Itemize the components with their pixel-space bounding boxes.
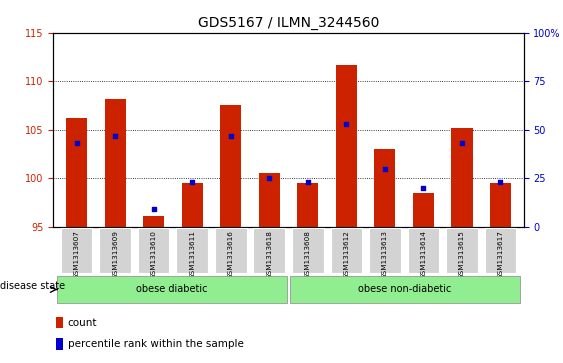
Bar [413,193,434,227]
Text: GSM1313614: GSM1313614 [421,230,426,278]
FancyBboxPatch shape [291,276,520,303]
Text: GSM1313607: GSM1313607 [74,230,79,278]
Bar [56,338,64,350]
Point [72,140,81,146]
FancyBboxPatch shape [61,228,92,273]
Bar [490,183,511,227]
Point [342,121,351,127]
Point [226,133,235,139]
Text: obese diabetic: obese diabetic [136,284,208,294]
Bar [56,317,64,329]
Bar [452,128,472,227]
Text: GSM1313612: GSM1313612 [343,230,349,278]
Text: GSM1313610: GSM1313610 [151,230,157,278]
Point [149,207,158,212]
FancyBboxPatch shape [292,228,324,273]
FancyBboxPatch shape [57,276,287,303]
Bar [258,174,280,227]
Point [111,133,120,139]
FancyBboxPatch shape [408,228,439,273]
FancyBboxPatch shape [215,228,247,273]
Point [187,179,196,185]
Point [419,185,428,191]
FancyBboxPatch shape [176,228,208,273]
Text: GSM1313613: GSM1313613 [382,230,388,278]
FancyBboxPatch shape [485,228,516,273]
Title: GDS5167 / ILMN_3244560: GDS5167 / ILMN_3244560 [198,16,379,30]
Text: GSM1313611: GSM1313611 [189,230,195,278]
Bar [297,183,319,227]
Text: count: count [68,318,97,328]
Bar [336,65,357,227]
Bar [374,149,395,227]
Text: obese non-diabetic: obese non-diabetic [359,284,452,294]
Text: disease state: disease state [0,281,65,291]
Point [381,166,390,171]
Point [265,175,274,181]
FancyBboxPatch shape [446,228,478,273]
FancyBboxPatch shape [330,228,362,273]
Text: percentile rank within the sample: percentile rank within the sample [68,339,243,350]
Text: GSM1313618: GSM1313618 [266,230,272,278]
Point [496,179,505,185]
FancyBboxPatch shape [99,228,131,273]
Text: GSM1313615: GSM1313615 [459,230,465,278]
Bar [182,183,203,227]
Text: GSM1313617: GSM1313617 [498,230,503,278]
FancyBboxPatch shape [253,228,285,273]
Text: GSM1313616: GSM1313616 [228,230,234,278]
FancyBboxPatch shape [138,228,169,273]
Point [457,140,466,146]
Text: GSM1313609: GSM1313609 [112,230,118,278]
Bar [66,118,87,227]
Text: GSM1313608: GSM1313608 [305,230,311,278]
FancyBboxPatch shape [369,228,401,273]
Bar [143,216,164,227]
Bar [105,99,126,227]
Bar [220,106,242,227]
Point [303,179,312,185]
